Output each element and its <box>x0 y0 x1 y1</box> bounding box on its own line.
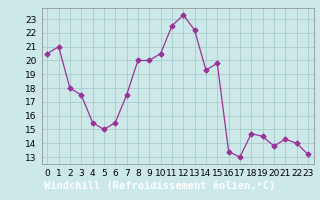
Text: Windchill (Refroidissement éolien,°C): Windchill (Refroidissement éolien,°C) <box>44 181 276 191</box>
